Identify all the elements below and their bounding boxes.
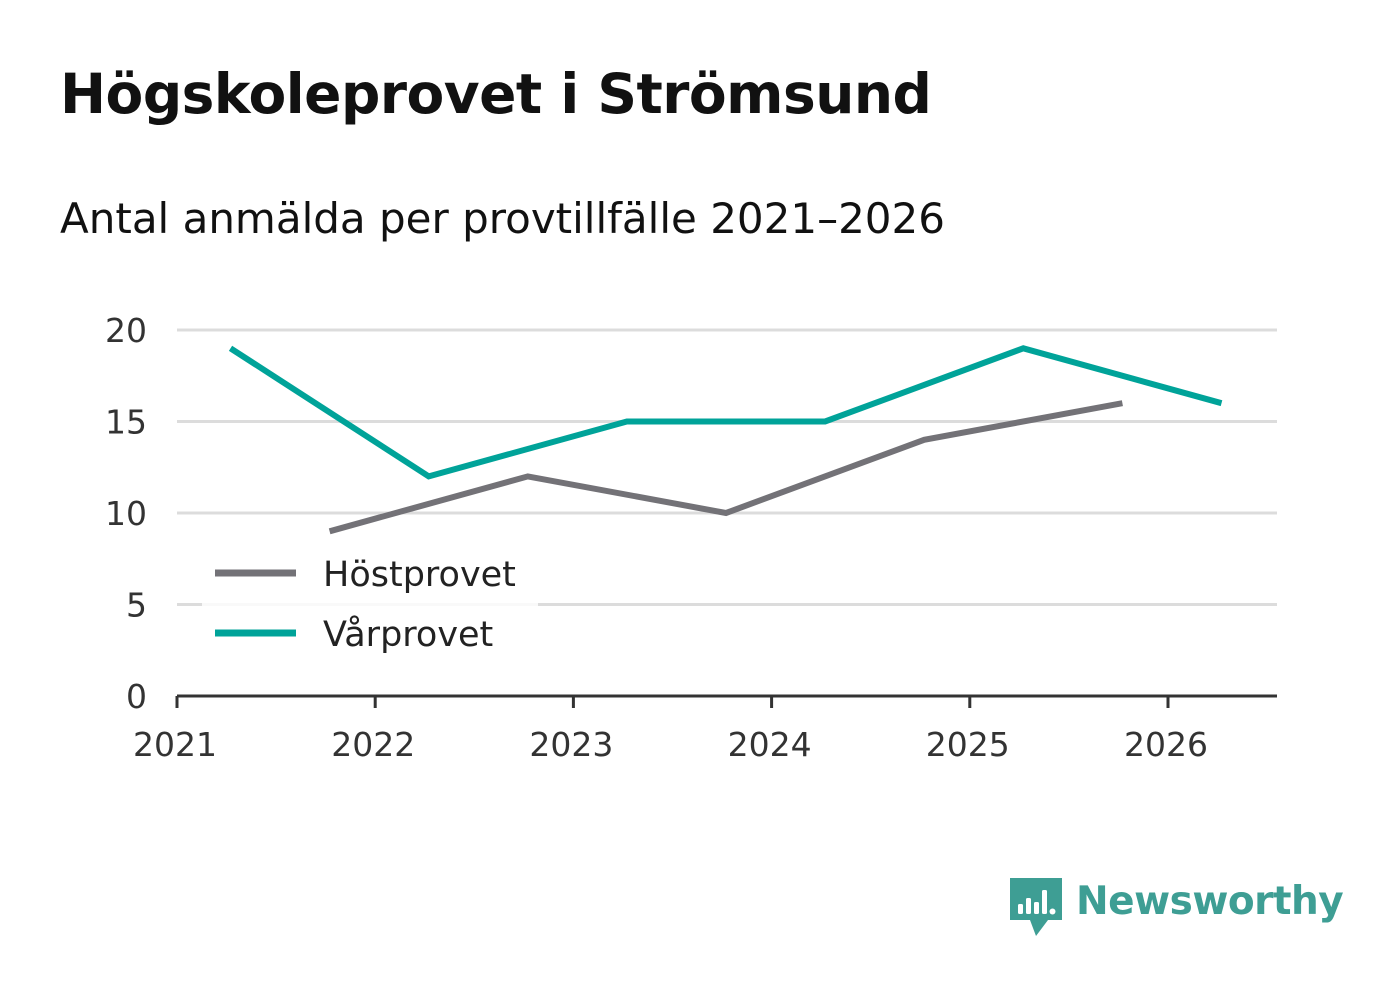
y-tick-label: 10 bbox=[105, 494, 147, 533]
series-line-varprovet bbox=[228, 345, 1223, 480]
legend: Höstprovet Vårprovet bbox=[202, 537, 538, 665]
x-tick-label: 2024 bbox=[728, 725, 812, 764]
brand-name: Newsworthy bbox=[1076, 879, 1344, 924]
y-tick-label: 0 bbox=[126, 677, 147, 716]
newsworthy-logo-icon bbox=[1010, 878, 1062, 936]
x-axis: 2021 2022 2023 2024 2025 2026 bbox=[133, 694, 1277, 764]
series-lines bbox=[228, 345, 1223, 535]
y-tick-label: 5 bbox=[126, 586, 147, 625]
x-tick-label: 2022 bbox=[331, 725, 415, 764]
y-tick-label: 15 bbox=[105, 403, 147, 442]
chart-subtitle: Antal anmälda per provtillfälle 2021–202… bbox=[60, 194, 945, 243]
brand-logo: Newsworthy bbox=[1010, 878, 1344, 940]
x-tick-label: 2021 bbox=[133, 725, 217, 764]
x-tick-label: 2023 bbox=[529, 725, 613, 764]
legend-label: Vårprovet bbox=[323, 614, 493, 655]
legend-label: Höstprovet bbox=[323, 555, 516, 595]
x-tick-label: 2025 bbox=[926, 725, 1010, 764]
x-tick-label: 2026 bbox=[1124, 725, 1208, 764]
legend-background bbox=[202, 537, 538, 665]
chart-title: Högskoleprovet i Strömsund bbox=[60, 62, 932, 126]
series-line-hostprovet bbox=[328, 400, 1123, 535]
y-tick-label: 20 bbox=[105, 311, 147, 350]
